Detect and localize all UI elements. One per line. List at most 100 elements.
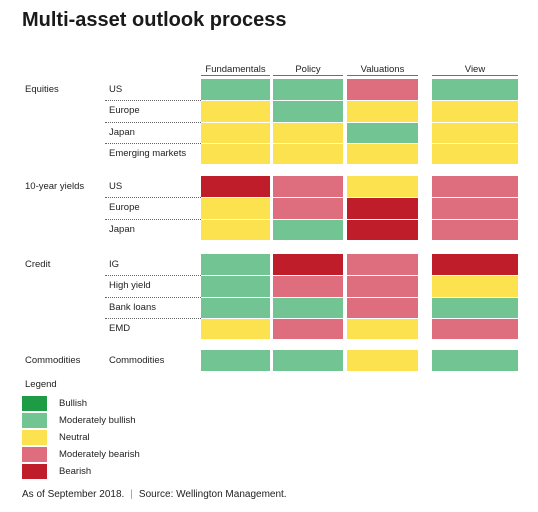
column-top-rule [347, 75, 418, 76]
cell-row-separator [432, 197, 518, 199]
cell-row-separator [432, 296, 518, 298]
legend-label-neutral: Neutral [59, 432, 90, 443]
cell-row-separator [347, 275, 418, 277]
legend-title: Legend [25, 379, 57, 390]
cell-neutral [432, 100, 518, 165]
group-label-10-year-yields: 10-year yields [25, 181, 85, 192]
cell-row-separator [273, 317, 343, 319]
cell-moderately-bearish [432, 176, 518, 240]
cell-moderately-bullish [432, 296, 518, 318]
cell-row-separator [432, 317, 518, 319]
cell-bearish [201, 176, 270, 198]
cell-row-separator [273, 121, 343, 123]
column-header-fundamentals: Fundamentals [205, 64, 266, 75]
row-divider [105, 296, 201, 298]
row-label-ig: IG [109, 259, 120, 270]
cell-neutral [201, 317, 270, 340]
legend-swatch-neutral [22, 430, 47, 445]
cell-moderately-bullish [201, 350, 270, 372]
cell-moderately-bullish [201, 79, 270, 101]
cell-neutral [347, 100, 418, 122]
legend-label-bullish: Bullish [59, 398, 87, 409]
row-label-emd: EMD [109, 322, 131, 334]
cell-bearish [432, 254, 518, 276]
cell-row-separator [201, 100, 270, 102]
cell-moderately-bullish [347, 121, 418, 143]
legend-label-moderately-bullish: Moderately bullish [59, 415, 136, 426]
cell-row-separator [347, 218, 418, 220]
cell-row-separator [201, 275, 270, 277]
footer-divider: | [130, 489, 133, 500]
cell-row-separator [273, 142, 343, 144]
cell-row-separator [432, 142, 518, 144]
cell-row-separator [201, 317, 270, 319]
cell-moderately-bullish [273, 350, 343, 372]
cell-row-separator [273, 197, 343, 199]
cell-row-separator [347, 197, 418, 199]
cell-row-separator [273, 100, 343, 102]
cell-moderately-bullish [432, 79, 518, 101]
cell-row-separator [201, 197, 270, 199]
chart-title: Multi-asset outlook process [22, 9, 287, 31]
cell-neutral [347, 317, 418, 340]
cell-row-separator [432, 218, 518, 220]
cell-row-separator [432, 121, 518, 123]
cell-row-separator [273, 296, 343, 298]
legend-label-bearish: Bearish [59, 466, 92, 477]
row-divider [105, 275, 201, 277]
cell-row-separator [201, 218, 270, 220]
row-label-us: US [109, 84, 123, 95]
row-label-japan: Japan [109, 126, 135, 138]
row-divider [105, 121, 201, 123]
cell-row-separator [347, 100, 418, 102]
cell-row-separator [347, 142, 418, 144]
cell-neutral [347, 142, 418, 165]
row-divider [105, 218, 201, 220]
row-label-bank-loans: Bank loans [109, 301, 157, 313]
cell-row-separator [347, 317, 418, 319]
cell-row-separator [273, 275, 343, 277]
row-divider [105, 197, 201, 199]
cell-row-separator [347, 121, 418, 123]
row-label-europe: Europe [109, 105, 140, 117]
cell-row-separator [432, 100, 518, 102]
as-of-date: As of September 2018. [22, 489, 125, 500]
column-header-valuations: Valuations [360, 64, 405, 75]
row-label-europe: Europe [109, 202, 140, 214]
row-divider [105, 100, 201, 102]
cell-row-separator [201, 296, 270, 298]
cell-neutral [347, 176, 418, 198]
cell-row-separator [201, 121, 270, 123]
cell-neutral [432, 275, 518, 297]
cell-moderately-bullish [432, 350, 518, 372]
legend-swatch-bearish [22, 464, 47, 479]
source-note: Source: Wellington Management. [138, 489, 287, 500]
cell-row-separator [347, 296, 418, 298]
footer-note: As of September 2018. | Source: Wellington… [22, 489, 287, 500]
group-label-equities: Equities [25, 84, 59, 95]
cell-bearish [273, 254, 343, 276]
legend-swatch-moderately-bullish [22, 413, 47, 428]
row-label-emerging-markets: Emerging markets [109, 147, 187, 159]
row-label-commodities: Commodities [109, 355, 165, 366]
legend-swatch-bullish [22, 396, 47, 411]
cell-neutral [347, 350, 418, 372]
cell-row-separator [273, 218, 343, 220]
cell-neutral [201, 100, 270, 165]
column-top-rule [273, 75, 343, 76]
row-label-us: US [109, 181, 123, 192]
cell-row-separator [432, 275, 518, 277]
group-label-credit: Credit [25, 259, 51, 270]
row-divider [105, 142, 201, 144]
legend-label-moderately-bearish: Moderately bearish [59, 449, 140, 460]
column-header-policy: Policy [295, 64, 321, 75]
cell-moderately-bearish [273, 275, 343, 297]
cell-row-separator [201, 142, 270, 144]
cell-moderately-bearish [432, 317, 518, 340]
cell-moderately-bearish [273, 317, 343, 340]
cell-moderately-bullish [273, 296, 343, 318]
row-label-high-yield: High yield [109, 280, 151, 292]
column-top-rule [432, 75, 518, 76]
cell-moderately-bullish [201, 254, 270, 318]
column-header-view: View [464, 64, 486, 75]
